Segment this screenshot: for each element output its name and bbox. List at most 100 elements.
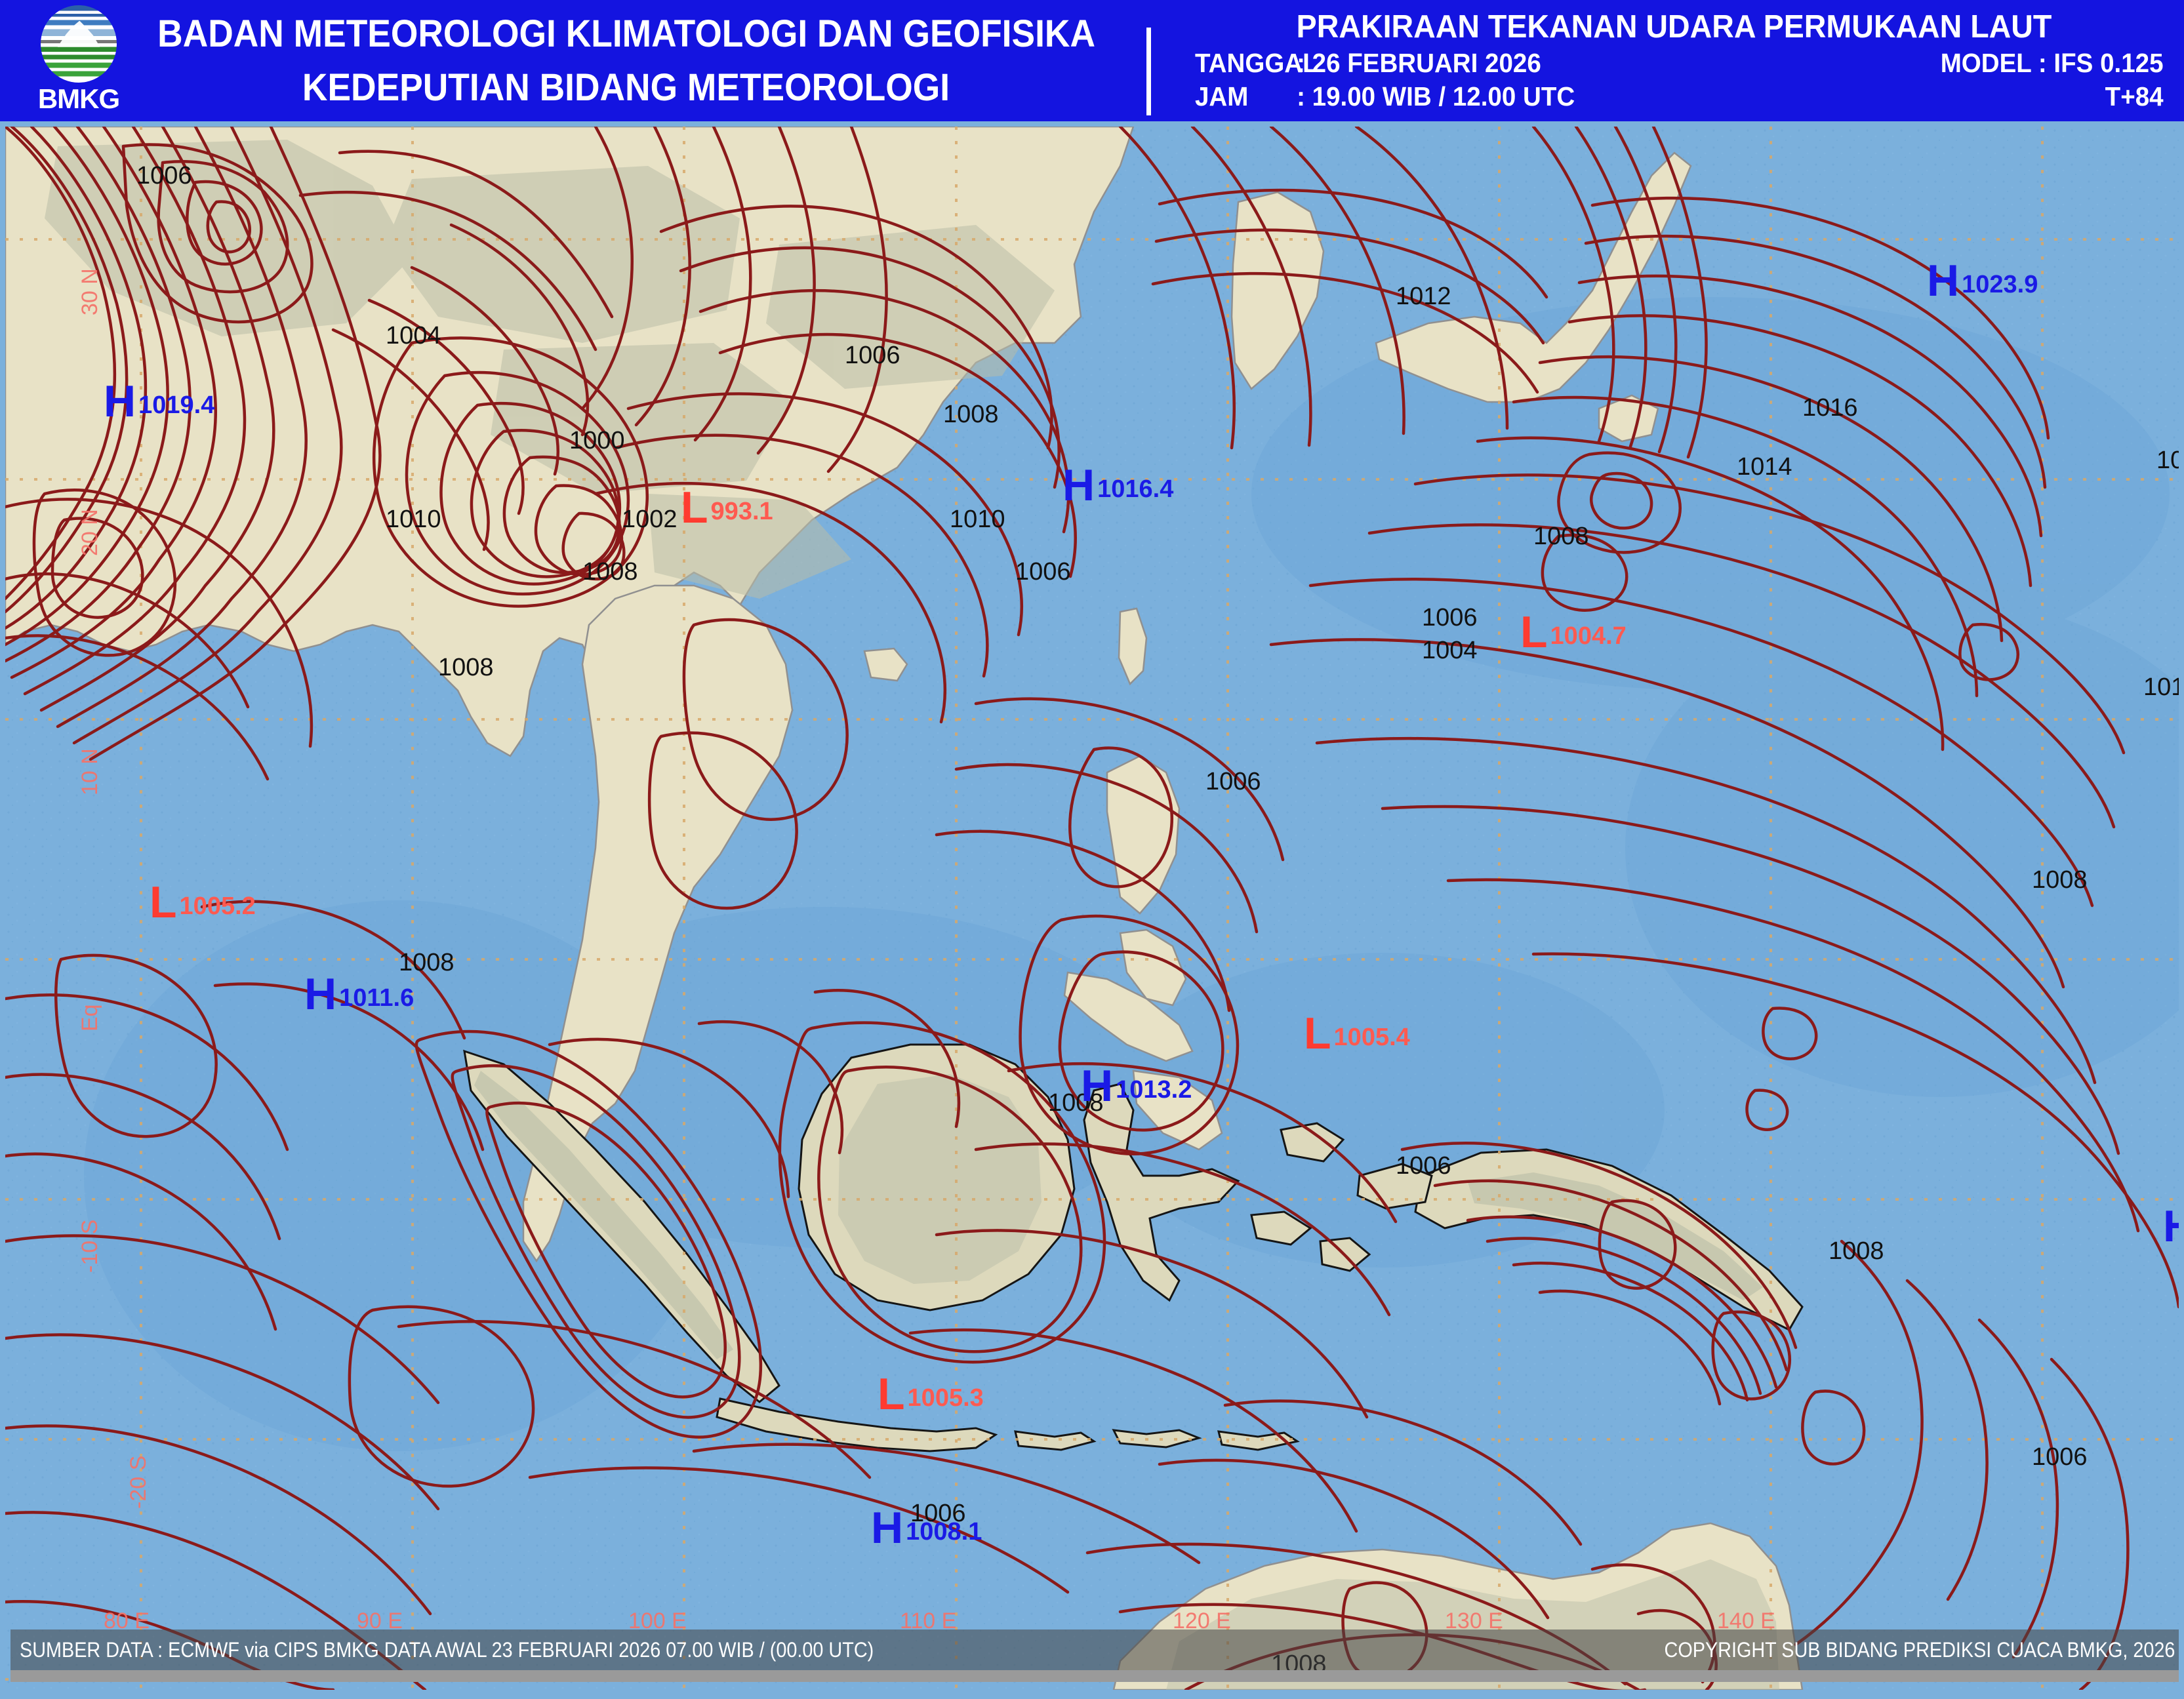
pressure-center-value: 1011.6 xyxy=(339,984,415,1012)
isobar-label: 1008 xyxy=(2032,866,2088,894)
high-pressure-center: H 1008.1 xyxy=(871,1503,982,1553)
bmkg-logo-icon xyxy=(41,5,117,83)
pressure-center-letter: H xyxy=(2163,1204,2179,1249)
lon-label-80e: 80 E xyxy=(104,1609,150,1633)
bmkg-logo: BMKG xyxy=(20,5,138,118)
agency-name-line1: BADAN METEOROLOGI KLIMATOLOGI DAN GEOFIS… xyxy=(157,12,1095,55)
pressure-center-letter: L xyxy=(1304,1009,1331,1058)
graticule-longitudes xyxy=(140,127,2044,1690)
data-source-text: SUMBER DATA : ECMWF via CIPS BMKG DATA A… xyxy=(20,1638,874,1662)
isobar-label: 1008 xyxy=(438,654,494,681)
date-value: : 26 FEBRUARI 2026 xyxy=(1297,48,1541,78)
low-pressure-center: L 1004.7 xyxy=(1520,607,1627,657)
pressure-center-value: 1004.7 xyxy=(1550,622,1627,650)
time-value: : 19.00 WIB / 12.00 UTC xyxy=(1297,81,1575,111)
bmkg-logo-label: BMKG xyxy=(37,83,120,114)
isobar-label: 1006 xyxy=(2032,1443,2088,1471)
isobar-layer xyxy=(5,127,2179,1690)
high-pressure-center: H1012.4 xyxy=(2163,1204,2179,1249)
isobar-label: 1008 xyxy=(943,401,999,428)
isobar-label: 1006 xyxy=(1422,604,1478,631)
time-label: JAM xyxy=(1195,81,1249,111)
pressure-center-letter: H xyxy=(104,376,136,426)
low-pressure-center: L 993.1 xyxy=(681,483,773,532)
lon-label-100e: 100 E xyxy=(628,1609,687,1633)
header-divider xyxy=(1146,28,1151,115)
high-pressure-center: H 1019.4 xyxy=(104,376,215,426)
high-pressure-center: H 1023.9 xyxy=(1927,256,2038,306)
footer-bar: SUMBER DATA : ECMWF via CIPS BMKG DATA A… xyxy=(10,1629,2179,1670)
isobar-label: 1008 xyxy=(1829,1237,1884,1265)
pressure-center-value: 1013.2 xyxy=(1116,1075,1192,1104)
header-date-row: TANGGAL: 26 FEBRUARI 2026 MODEL : IFS 0.… xyxy=(1174,50,2174,77)
header-time-row: JAM : 19.00 WIB / 12.00 UTC T+84 xyxy=(1174,83,2174,110)
isobar-label: 1010 xyxy=(2156,447,2179,474)
isobar-label: 1008 xyxy=(1048,1089,1104,1117)
isobar-label: 1004 xyxy=(1422,637,1478,664)
lon-label-120e: 120 E xyxy=(1173,1609,1231,1633)
high-pressure-center: H 1011.6 xyxy=(304,969,415,1019)
model-text: MODEL : IFS 0.125 xyxy=(1941,48,2164,78)
header-right-section: PRAKIRAAN TEKANAN UDARA PERMUKAAN LAUT T… xyxy=(1174,0,2174,121)
pressure-center-value: 1016.4 xyxy=(1097,475,1174,503)
isobar-label: 1010 xyxy=(386,506,441,533)
isobar-label: 1006 xyxy=(845,342,900,369)
lat-label-20n: 20 N xyxy=(77,509,102,556)
isobar-label: 1006 xyxy=(910,1500,966,1527)
pressure-center-letter: H xyxy=(1927,256,1960,306)
pressure-map[interactable]: 1006 1004 1006 1000 1008 1010 1002 1010 1008 1006… xyxy=(0,121,2184,1699)
lat-label-30n: 30 N xyxy=(77,268,102,315)
lat-label-10n: 10 N xyxy=(77,748,102,795)
low-pressure-center: L 1005.3 xyxy=(878,1369,984,1419)
isobar-label: 1012 xyxy=(1396,283,1451,310)
lon-label-140e: 140 E xyxy=(1717,1609,1775,1633)
isobar-label: 1006 xyxy=(1015,558,1071,586)
isobar-label: 1010 xyxy=(950,506,1005,533)
isobar-label: 1008 xyxy=(399,949,455,976)
pressure-center-value: 1023.9 xyxy=(1962,270,2038,298)
pressure-center-letter: H xyxy=(304,969,337,1019)
pressure-center-value: 1005.2 xyxy=(179,892,256,920)
pressure-center-letter: H xyxy=(1081,1061,1114,1111)
date-label: TANGGAL xyxy=(1195,48,1318,78)
pressure-center-value: 1019.4 xyxy=(138,391,215,419)
pressure-center-letter: L xyxy=(878,1369,905,1419)
header-left-section: BMKG BADAN METEOROLOGI KLIMATOLOGI DAN G… xyxy=(0,0,1115,121)
lead-time-text: T+84 xyxy=(2105,81,2164,111)
map-canvas[interactable]: 1006 1004 1006 1000 1008 1010 1002 1010 1008 1006… xyxy=(5,127,2179,1690)
terrain-shading xyxy=(45,140,1055,599)
isobar-label: 1010 xyxy=(2143,673,2179,701)
lon-label-90e: 90 E xyxy=(357,1609,403,1633)
pressure-center-value: 1008.1 xyxy=(906,1517,982,1546)
copyright-text: COPYRIGHT SUB BIDANG PREDIKSI CUACA BMKG… xyxy=(1664,1638,2175,1662)
isobar-label: 1006 xyxy=(1396,1152,1451,1180)
lon-label-110e: 110 E xyxy=(900,1609,957,1633)
isobar-label: 1006 xyxy=(136,162,192,190)
isobar-label: 1006 xyxy=(1205,768,1261,795)
pressure-center-value: 1005.4 xyxy=(1333,1023,1410,1051)
header-banner: BMKG BADAN METEOROLOGI KLIMATOLOGI DAN G… xyxy=(0,0,2184,121)
pressure-center-value: 993.1 xyxy=(710,497,773,525)
lat-label-eq: Eq xyxy=(77,1004,102,1031)
isobars-northwest xyxy=(5,127,2179,1690)
agency-titles: BADAN METEOROLOGI KLIMATOLOGI DAN GEOFIS… xyxy=(148,0,1105,121)
pressure-center-letter: H xyxy=(871,1503,904,1553)
isobar-label: 1016 xyxy=(1802,394,1858,422)
high-pressure-center: H 1013.2 xyxy=(1081,1061,1192,1111)
isobar-label: 1014 xyxy=(1737,453,1792,481)
pressure-center-letter: L xyxy=(681,483,708,532)
isobar-label: 1002 xyxy=(622,506,677,533)
low-pressure-center: L 1005.4 xyxy=(1304,1009,1410,1058)
isobar-label: 1000 xyxy=(569,427,625,454)
isobar-label: 1008 xyxy=(1533,523,1589,550)
pressure-center-letter: H xyxy=(1062,460,1095,510)
pressure-center-letter: L xyxy=(1520,607,1548,657)
isobar-label: 1004 xyxy=(386,322,441,350)
agency-name-line2: KEDEPUTIAN BIDANG METEOROLOGI xyxy=(302,66,950,109)
low-pressure-center: L 1005.2 xyxy=(150,880,256,925)
product-title: PRAKIRAAN TEKANAN UDARA PERMUKAAN LAUT xyxy=(1296,9,2052,45)
lat-label-20s: -20 S xyxy=(126,1455,151,1509)
pressure-center-value: 1005.3 xyxy=(907,1384,984,1412)
lat-label-10s: -10 S xyxy=(77,1219,102,1273)
